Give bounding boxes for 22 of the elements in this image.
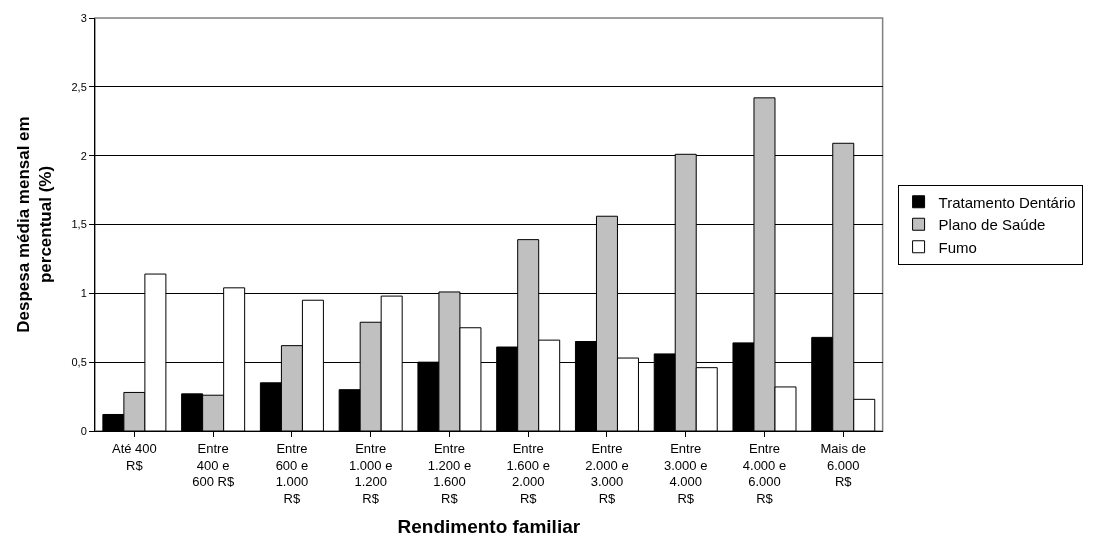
legend-label: Fumo [938, 238, 977, 256]
x-axis-title: Rendimento familiar [397, 516, 581, 538]
x-tick-label: Entre 2.000 e 3.000 R$ [585, 440, 629, 507]
y-axis-title: Despesa média mensal em percentual (%) [13, 116, 56, 333]
y-tick-label: 3 [80, 11, 87, 24]
y-tick-label: 2 [80, 149, 87, 162]
x-tick-label: Mais de 6.000 R$ [820, 440, 867, 490]
y-tick-label: 1,5 [71, 218, 87, 231]
legend-label: Tratamento Dentário [938, 193, 1076, 211]
x-tick-label: Entre 600 e 1.000 R$ [275, 440, 309, 507]
x-tick-label: Até 400 R$ [111, 440, 157, 473]
y-tick-label: 1 [80, 287, 87, 300]
x-tick-label: Entre 4.000 e 6.000 R$ [742, 440, 787, 507]
x-tick-label: Entre 1.200 e 1.600 R$ [427, 440, 472, 507]
legend-label: Plano de Saúde [938, 216, 1046, 234]
x-tick-label: Entre 400 e 600 R$ [192, 440, 235, 490]
y-tick-label: 2,5 [71, 80, 87, 93]
x-tick-label: Entre 1.000 e 1.200 R$ [348, 440, 393, 507]
x-tick-label: Entre 3.000 e 4.000 R$ [664, 440, 708, 507]
y-tick-label: 0,5 [71, 356, 87, 369]
y-tick-label: 0 [80, 424, 87, 437]
x-tick-label: Entre 1.600 e 2.000 R$ [506, 440, 550, 507]
